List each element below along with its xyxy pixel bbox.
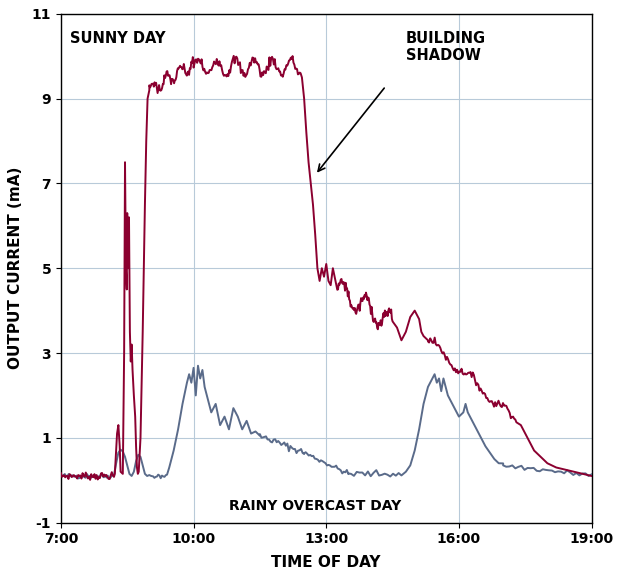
Y-axis label: OUTPUT CURRENT (mA): OUTPUT CURRENT (mA) (8, 167, 24, 369)
X-axis label: TIME OF DAY: TIME OF DAY (271, 555, 381, 570)
Text: RAINY OVERCAST DAY: RAINY OVERCAST DAY (229, 499, 401, 513)
Text: SUNNY DAY: SUNNY DAY (70, 31, 165, 46)
Text: BUILDING
SHADOW: BUILDING SHADOW (406, 31, 486, 63)
